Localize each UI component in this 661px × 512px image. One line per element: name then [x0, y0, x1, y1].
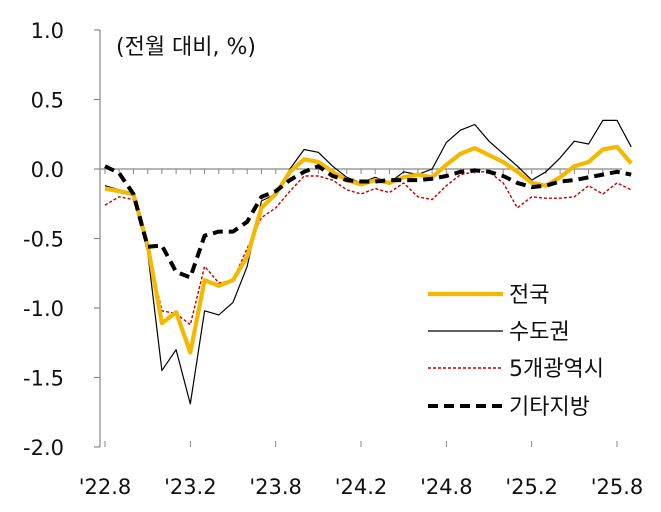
legend-label-1: 수도권 — [509, 320, 570, 345]
y-tick-label: -1.5 — [23, 367, 64, 391]
x-tick-label: '25.8 — [591, 475, 644, 499]
x-tick-label: '22.8 — [79, 475, 132, 499]
x-tick-label: '25.2 — [505, 475, 558, 499]
legend-label-2: 5개광역시 — [509, 357, 604, 382]
y-tick-label: 1.0 — [31, 19, 64, 43]
y-tick-label: 0.5 — [31, 89, 64, 113]
axes: 1.0 0.5 0.0 -0.5 -1.0 -1.5 -2.0 '22.8 '23.2 '23.8… — [23, 19, 643, 499]
y-tick-label: -2.0 — [23, 436, 64, 460]
x-tick-label: '24.2 — [335, 475, 388, 499]
series-line-3 — [104, 164, 632, 280]
legend-label-0: 전국 — [509, 283, 549, 308]
y-tick-label: 0.0 — [31, 158, 64, 182]
x-tick-label: '23.2 — [164, 475, 217, 499]
series-line-2 — [104, 171, 632, 326]
x-tick-label: '24.8 — [420, 475, 473, 499]
legend-label-3: 기타지방 — [509, 395, 590, 420]
y-tick-label: -0.5 — [23, 228, 64, 252]
unit-label: (전월 대비, %) — [116, 35, 256, 60]
x-tick-label: '23.8 — [249, 475, 302, 499]
y-tick-label: -1.0 — [23, 297, 64, 321]
plot-lines — [104, 119, 633, 405]
